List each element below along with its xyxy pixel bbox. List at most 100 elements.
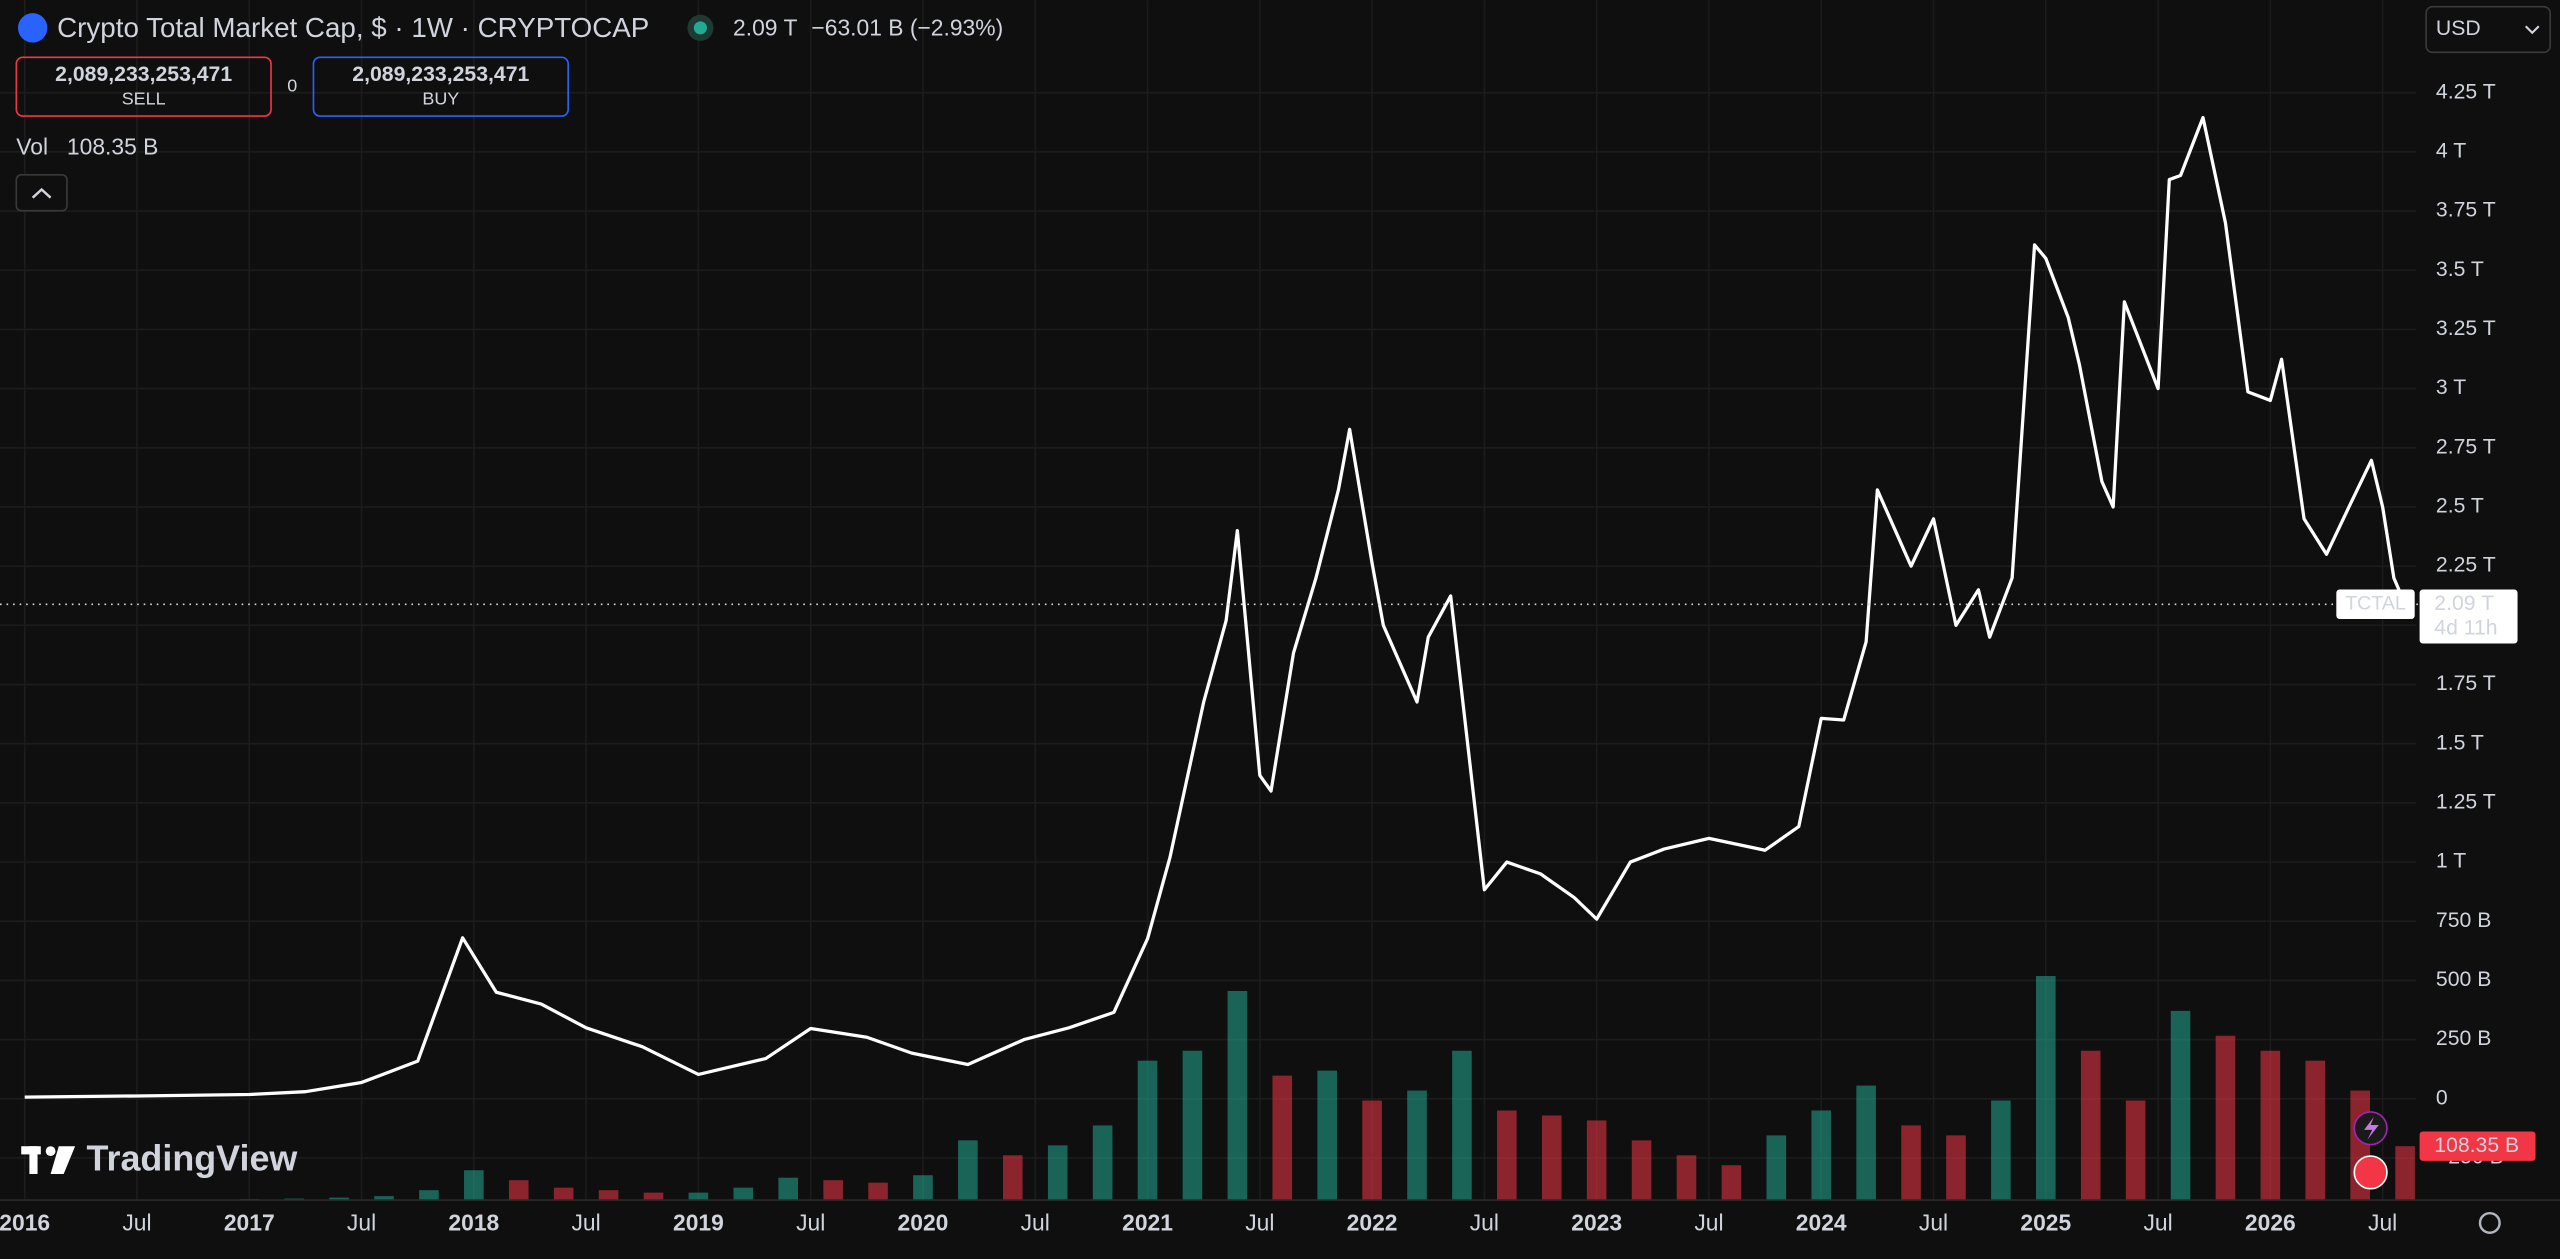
price-line bbox=[24, 115, 2407, 1099]
volume-bar bbox=[1182, 1050, 1203, 1201]
x-tick-label: 2017 bbox=[224, 1210, 275, 1236]
y-tick-label: 4.25 T bbox=[2436, 80, 2496, 103]
symbol-tag-box bbox=[2336, 589, 2415, 619]
volume-bar bbox=[553, 1187, 574, 1201]
volume-bar bbox=[1272, 1075, 1293, 1201]
volume-bar bbox=[2080, 1050, 2101, 1201]
x-tick-label: 2025 bbox=[2020, 1210, 2071, 1236]
x-tick-label: 2024 bbox=[1796, 1210, 1847, 1236]
y-tick-label: 3.25 T bbox=[2436, 317, 2496, 340]
chevron-up bbox=[31, 187, 52, 199]
x-tick-label: Jul bbox=[1919, 1210, 1948, 1236]
symbol-icon bbox=[17, 13, 48, 43]
x-tick-label: Jul bbox=[1694, 1210, 1723, 1236]
volume-bar bbox=[1856, 1085, 1876, 1201]
x-tick-label: Jul bbox=[122, 1210, 151, 1236]
buy-button[interactable] bbox=[312, 56, 569, 117]
x-tick-label: 2022 bbox=[1347, 1210, 1398, 1236]
volume-bar bbox=[2170, 1010, 2191, 1201]
volume-bar bbox=[1452, 1050, 1472, 1201]
logo-slant bbox=[50, 1146, 76, 1174]
buy-label: BUY bbox=[422, 88, 459, 108]
sell-button[interactable] bbox=[15, 56, 272, 117]
volume-bar bbox=[1092, 1125, 1113, 1201]
volume-bar bbox=[778, 1177, 799, 1201]
price-layer bbox=[24, 115, 2407, 1099]
buy-price: 2,089,233,253,471 bbox=[352, 63, 529, 86]
lightning bbox=[2364, 1116, 2379, 1140]
volume-bar bbox=[1586, 1120, 1607, 1201]
volume-bar bbox=[1811, 1110, 1832, 1201]
vol-label: Vol bbox=[16, 134, 48, 160]
x-tick-label: 2021 bbox=[1122, 1210, 1173, 1236]
y-tick-label: 2.25 T bbox=[2436, 554, 2496, 577]
chevron-down bbox=[2524, 25, 2540, 35]
volume-bar bbox=[1901, 1125, 1921, 1201]
sell-label: SELL bbox=[122, 88, 166, 108]
y-tick-label: 1.75 T bbox=[2436, 672, 2496, 695]
volume-bar bbox=[643, 1192, 664, 1201]
x-tick-label: Jul bbox=[1470, 1210, 1499, 1236]
x-tick-label: 2019 bbox=[673, 1210, 724, 1236]
volume-bar bbox=[733, 1187, 754, 1201]
collapse-button[interactable] bbox=[15, 173, 68, 212]
logo-dot bbox=[45, 1146, 56, 1157]
volume-bar bbox=[868, 1182, 888, 1201]
status-dot bbox=[693, 21, 707, 35]
y-tick-label: 1 T bbox=[2436, 850, 2466, 873]
volume-bar bbox=[598, 1190, 619, 1201]
volume-bar bbox=[1946, 1135, 1966, 1201]
settings-icon[interactable] bbox=[2478, 1211, 2501, 1234]
logo-stem bbox=[29, 1146, 38, 1174]
y-tick-label: 2.5 T bbox=[2436, 495, 2484, 518]
price-label: 2.09 T bbox=[2434, 592, 2494, 615]
volume-bar bbox=[913, 1175, 933, 1201]
x-tick-label: 2026 bbox=[2245, 1210, 2296, 1236]
volume-bar bbox=[2305, 1060, 2326, 1201]
y-tick-label: 3.5 T bbox=[2436, 258, 2484, 281]
y-tick-label: 3.75 T bbox=[2436, 199, 2496, 222]
volume-bar bbox=[1362, 1100, 1382, 1201]
currency-select[interactable] bbox=[2425, 5, 2552, 54]
y-tick-label: 250 B bbox=[2436, 1027, 2491, 1050]
x-tick-label: 2020 bbox=[898, 1210, 949, 1236]
spread: 0 bbox=[287, 75, 297, 95]
flag-icon[interactable] bbox=[2353, 1155, 2388, 1190]
volume-bar bbox=[2215, 1035, 2236, 1201]
currency: USD bbox=[2436, 17, 2481, 40]
volume-bar bbox=[1047, 1145, 1068, 1201]
x-tick-label: 2023 bbox=[1571, 1210, 1622, 1236]
volume-bar bbox=[464, 1170, 484, 1201]
y-tick-label: 3 T bbox=[2436, 376, 2466, 399]
volume-bar bbox=[1137, 1060, 1158, 1201]
logo-text: TradingView bbox=[87, 1137, 298, 1178]
y-tick-label: 500 B bbox=[2436, 968, 2491, 991]
volume-bar bbox=[1541, 1115, 1562, 1201]
sell-price: 2,089,233,253,471 bbox=[55, 63, 232, 86]
volume-bar bbox=[958, 1140, 978, 1201]
x-tick-label: 2016 bbox=[0, 1210, 50, 1236]
x-tick-label: Jul bbox=[2368, 1210, 2397, 1236]
symbol-title[interactable]: Crypto Total Market Cap, $ · 1W · CRYPTO… bbox=[57, 12, 649, 43]
volume-label: 108.35 B bbox=[2434, 1134, 2519, 1157]
volume-bar bbox=[374, 1196, 394, 1201]
volume-label-box bbox=[2419, 1131, 2536, 1161]
symbol-tag: TCTAL bbox=[2345, 592, 2406, 614]
volume-bar bbox=[1317, 1070, 1337, 1201]
x-tick-label: 2018 bbox=[448, 1210, 499, 1236]
x-tick-label: Jul bbox=[572, 1210, 601, 1236]
header-price: 2.09 T bbox=[733, 15, 797, 41]
price-label-box bbox=[2419, 589, 2518, 644]
volume-bar bbox=[2260, 1050, 2281, 1201]
y-tick-label: 4 T bbox=[2436, 139, 2466, 162]
x-tick-label: Jul bbox=[2143, 1210, 2172, 1236]
volume-layer bbox=[14, 976, 2415, 1201]
volume-bar bbox=[1407, 1090, 1427, 1201]
y-tick-label: 750 B bbox=[2436, 909, 2491, 932]
volume-bar bbox=[1991, 1100, 2011, 1201]
volume-bar bbox=[2125, 1100, 2146, 1201]
